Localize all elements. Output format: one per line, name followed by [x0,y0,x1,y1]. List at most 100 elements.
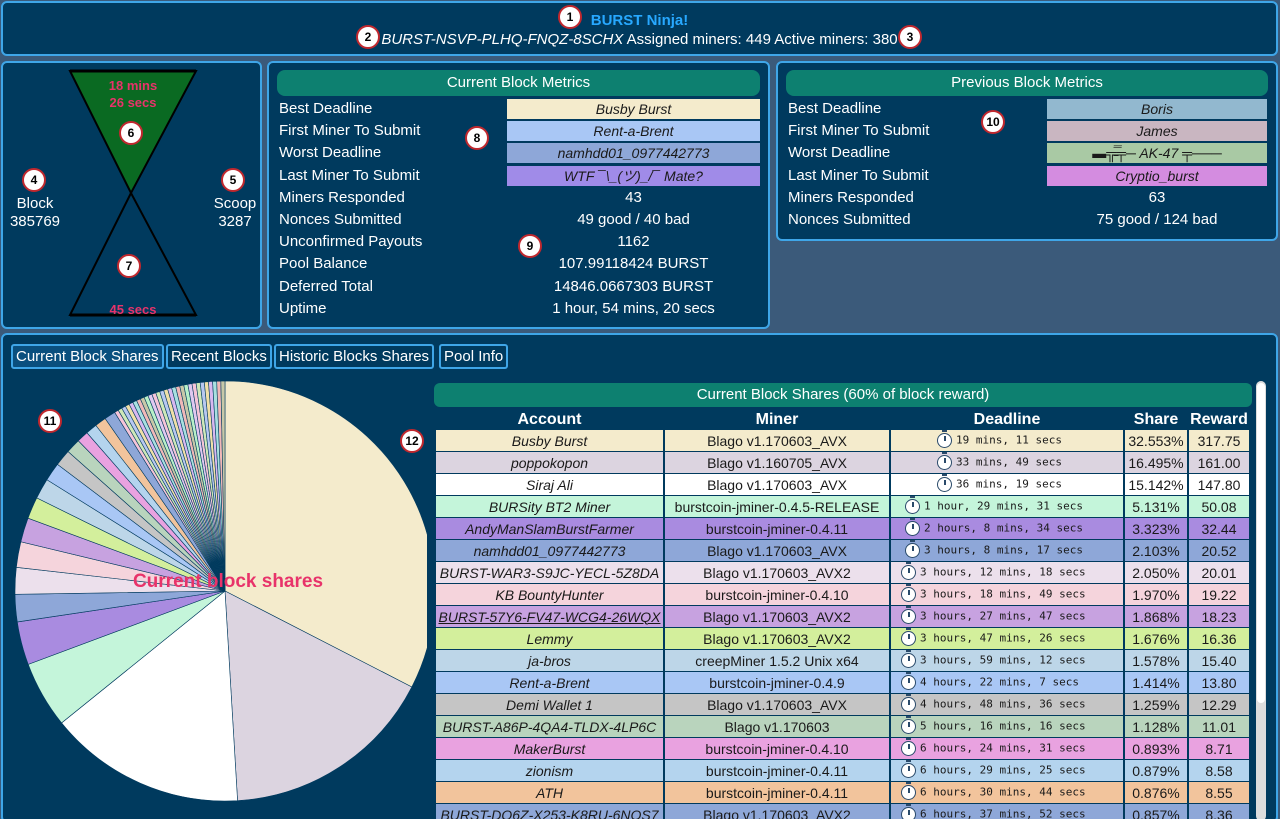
account-cell: Rent-a-Brent [436,672,663,694]
previous-metric-label: First Miner To Submit [788,122,930,140]
pool-address: BURST-NSVP-PLHQ-FNQZ-8SCHX [381,31,624,48]
share-cell: 1.868% [1125,606,1187,628]
deadline-text: 33 mins, 49 secs [956,455,1062,469]
current-metric-label: Unconfirmed Payouts [279,233,423,251]
current-metric-value[interactable]: Busby Burst [507,99,760,119]
previous-metric-value[interactable]: Cryptio_burst [1047,165,1267,186]
previous-metric-label: Nonces Submitted [788,211,911,228]
account-cell: BURST-57Y6-FV47-WCG4-26WQX [436,606,663,628]
column-header-miner[interactable]: Miner [755,410,799,428]
table-row[interactable]: KB BountyHunter burstcoin-jminer-0.4.10 3 … [436,584,1249,606]
previous-metric-label: Best Deadline [788,100,882,117]
table-row[interactable]: AndyManSlamBurstFarmer burstcoin-jminer-0… [436,518,1249,540]
deadline-text: 3 hours, 8 mins, 17 secs [924,543,1083,557]
shares-table-title: Current Block Shares (60% of block rewar… [434,383,1252,407]
pie-slice[interactable] [224,381,427,688]
column-header-share[interactable]: Share [1133,410,1179,428]
marker-badge: 3 [898,25,922,49]
account-cell: Siraj Ali [436,474,663,496]
deadline-text: 2 hours, 8 mins, 34 secs [924,521,1083,535]
deadline-cell: 2 hours, 8 mins, 34 secs [891,518,1123,540]
reward-cell: 8.71 [1189,738,1249,760]
table-row[interactable]: BURST-DQ6Z-X253-K8RU-6NOS7 Blago v1.17060… [436,804,1249,819]
deadline-cell: 19 mins, 11 secs [891,430,1123,452]
deadline-cell: 1 hour, 29 mins, 31 secs [891,496,1123,518]
remaining-time: 45 secs [109,302,157,317]
previous-metric-value: 75 good / 124 bad [1096,211,1218,228]
previous-metric-value[interactable]: James [1047,121,1267,142]
current-metric-label: Nonces Submitted [279,211,402,228]
deadline-cell: 3 hours, 47 mins, 26 secs [891,628,1123,650]
current-metric-value[interactable]: WTF ¯\_(ツ)_/¯ Mate? [507,165,760,186]
column-header-deadline[interactable]: Deadline [973,410,1041,428]
miner-cell: burstcoin-jminer-0.4.11 [665,782,889,804]
reward-cell: 20.52 [1189,540,1249,562]
pie-slice-other[interactable] [220,381,226,592]
table-row[interactable]: MakerBurst burstcoin-jminer-0.4.10 6 hours… [436,738,1249,760]
table-row[interactable]: Lemmy Blago v1.170603_AVX2 3 hours, 47 min… [436,628,1249,650]
stopwatch-icon [901,606,916,624]
current-block-metrics: Current Block Metrics Best Deadline Busby… [267,61,770,329]
pie-slice[interactable] [224,590,413,801]
table-row[interactable]: poppokopon Blago v1.160705_AVX 33 mins, 49… [436,452,1249,474]
block-timer-panel: 18 mins 26 secs 45 secs Block 385769 Sco… [1,61,262,329]
current-metric-value[interactable]: Rent-a-Brent [507,121,760,142]
stopwatch-icon [901,562,916,580]
miner-cell: Blago v1.170603_AVX2 [665,804,889,819]
miner-cell: burstcoin-jminer-0.4.11 [665,760,889,782]
share-cell: 0.876% [1125,782,1187,804]
account-cell: ja-bros [436,650,663,672]
table-row[interactable]: BURST-WAR3-S9JC-YECL-5Z8DA Blago v1.17060… [436,562,1249,584]
table-row[interactable]: BURSity BT2 Miner burstcoin-jminer-0.4.5-… [436,496,1249,518]
previous-metric-value[interactable]: ▬╦̵̵̿╤─ AK-47 ╤─── [1047,143,1267,164]
column-header-reward[interactable]: Reward [1190,410,1248,428]
scoop-label: Scoop [213,195,257,212]
current-metric-value[interactable]: namhdd01_0977442773 [507,143,760,164]
deadline-cell: 6 hours, 24 mins, 31 secs [891,738,1123,760]
column-header-account[interactable]: Account [517,410,582,428]
marker-badge: 5 [221,168,245,192]
table-row[interactable]: ja-bros creepMiner 1.5.2 Unix x64 3 hours,… [436,650,1249,672]
table-row[interactable]: Rent-a-Brent burstcoin-jminer-0.4.9 4 hour… [436,672,1249,694]
table-row[interactable]: zionism burstcoin-jminer-0.4.11 6 hours, 2… [436,760,1249,782]
previous-metric-label: Miners Responded [788,188,914,206]
deadline-text: 4 hours, 22 mins, 7 secs [920,675,1079,689]
stopwatch-icon [901,650,916,668]
account-cell: ATH [436,782,663,804]
assigned-miners: Assigned miners: 449 [626,31,771,48]
stopwatch-icon [901,782,916,800]
table-row[interactable]: Demi Wallet 1 Blago v1.170603_AVX 4 hours,… [436,694,1249,716]
pie-chart-label: Current block shares [132,571,324,592]
account-cell: KB BountyHunter [436,584,663,606]
table-row[interactable]: ATH burstcoin-jminer-0.4.11 6 hours, 30 mi… [436,782,1249,804]
miner-cell: creepMiner 1.5.2 Unix x64 [665,650,889,672]
tab-historic-blocks-shares[interactable]: Historic Blocks Shares [274,344,435,369]
table-row[interactable]: Busby Burst Blago v1.170603_AVX 19 mins, 1… [436,430,1249,452]
current-metric-value: 43 [625,188,642,206]
account-cell: BURSity BT2 Miner [436,496,663,518]
tab-recent-blocks[interactable]: Recent Blocks [166,344,272,369]
miner-cell: Blago v1.170603_AVX2 [665,628,889,650]
share-cell: 1.259% [1125,694,1187,716]
tab-current-block-shares[interactable]: Current Block Shares [11,344,164,369]
deadline-text: 3 hours, 27 mins, 47 secs [920,609,1086,623]
pie-slice[interactable] [61,590,238,801]
table-row[interactable]: BURST-57Y6-FV47-WCG4-26WQX Blago v1.17060… [436,606,1249,628]
reward-cell: 19.22 [1189,584,1249,606]
scoop-number: 3287 [218,213,252,230]
table-row[interactable]: Siraj Ali Blago v1.170603_AVX 36 mins, 19 … [436,474,1249,496]
elapsed-minutes: 18 mins [108,78,158,93]
stopwatch-icon [937,452,952,470]
marker-badge: 6 [119,121,143,145]
stopwatch-icon [905,496,920,514]
stopwatch-icon [901,738,916,756]
current-metric-value: 107.99118424 BURST [558,255,709,273]
table-row[interactable]: namhdd01_0977442773 Blago v1.170603_AVX 3 … [436,540,1249,562]
previous-metric-value[interactable]: Boris [1047,99,1267,119]
tab-pool-info[interactable]: Pool Info [439,344,509,369]
share-cell: 1.676% [1125,628,1187,650]
table-row[interactable]: BURST-A86P-4QA4-TLDX-4LP6C Blago v1.17060… [436,716,1249,738]
reward-cell: 12.29 [1189,694,1249,716]
table-scrollbar-thumb[interactable] [1257,383,1265,703]
marker-badge: 4 [22,168,46,192]
